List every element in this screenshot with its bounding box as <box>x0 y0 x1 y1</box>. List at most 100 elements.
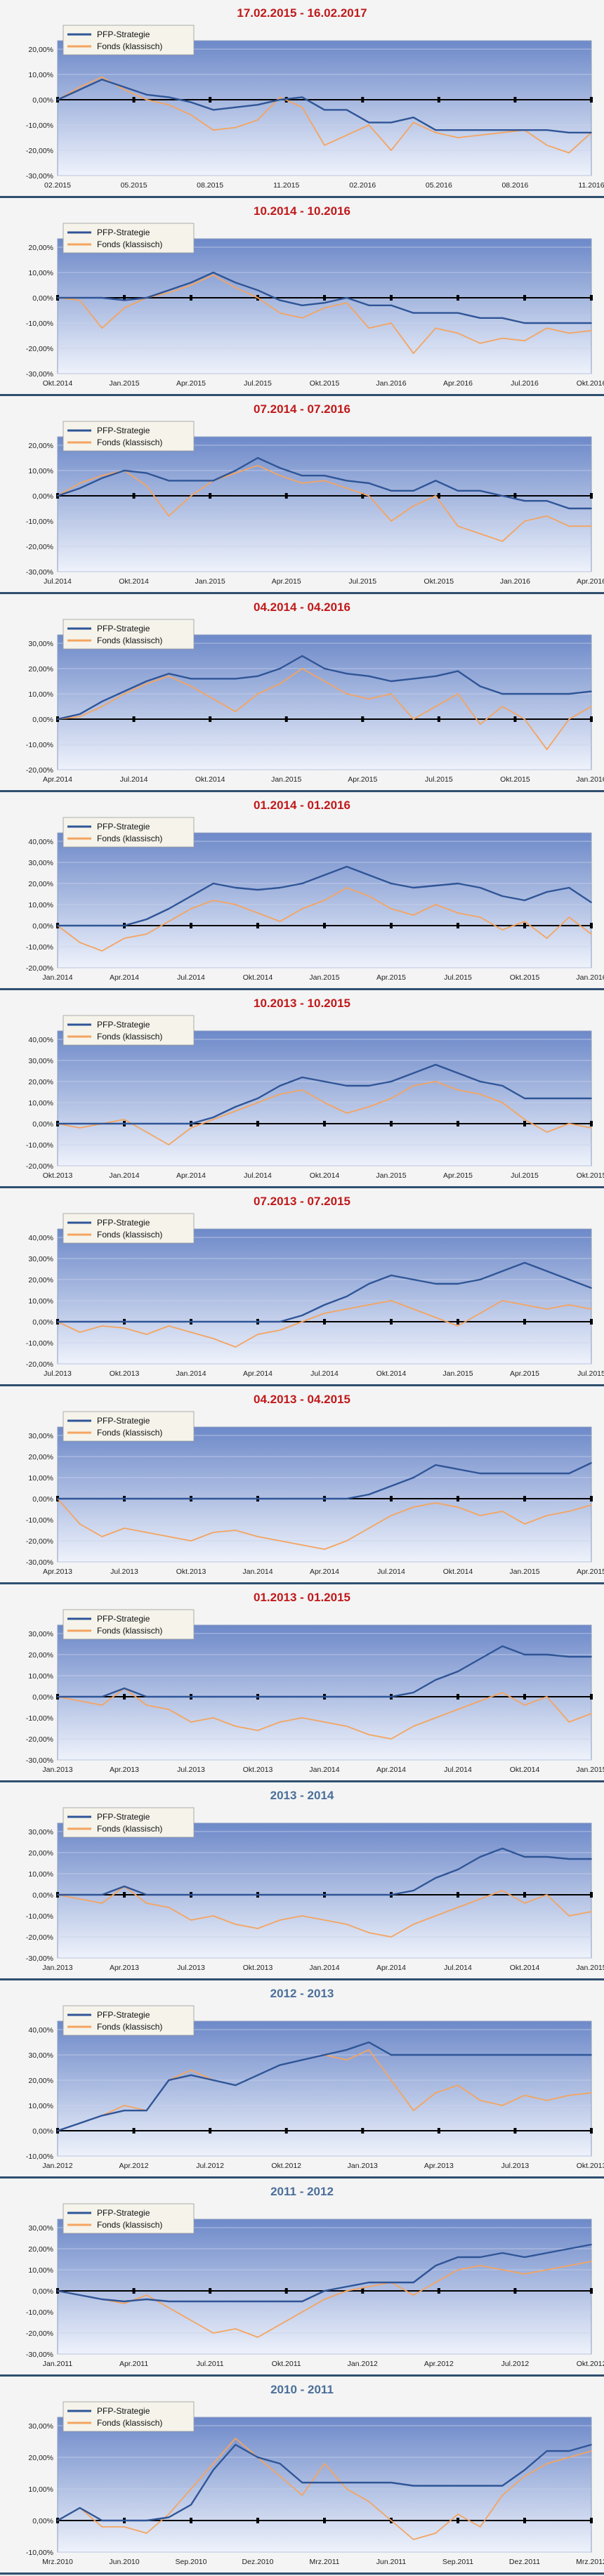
data-point <box>257 675 258 677</box>
chart-panel: 04.2013 - 04.2015 30,00% 20,00% 10,00% 0,00%… <box>0 1386 604 1584</box>
data-point <box>324 1549 325 1550</box>
data-point <box>79 1127 81 1129</box>
chart-svg: 10.2014 - 10.2016 20,00% 10,00% 0,00% -10,00… <box>26 204 604 388</box>
x-tick-label: Jan.2014 <box>242 1568 273 1576</box>
data-point <box>257 1321 258 1322</box>
data-point <box>501 1890 504 1891</box>
x-tick-label: Sep.2010 <box>176 2558 207 2566</box>
data-point <box>212 1338 214 1339</box>
x-tick-label: Apr.2013 <box>424 2162 454 2170</box>
data-point <box>368 2286 370 2287</box>
y-tick-label: 20,00% <box>28 1453 53 1461</box>
data-point <box>457 670 459 672</box>
legend-box <box>63 1609 195 1640</box>
data-point <box>524 1473 525 1474</box>
data-point <box>479 342 481 344</box>
legend-box <box>63 25 195 55</box>
x-tick-label: Jan.2015 <box>309 973 339 982</box>
data-point <box>212 1119 214 1120</box>
data-point <box>501 1848 504 1849</box>
x-tick-label: Okt.2015 <box>310 379 340 388</box>
data-point <box>435 1464 437 1466</box>
data-point <box>168 515 170 517</box>
data-point <box>257 1730 258 1731</box>
data-point <box>279 1696 281 1697</box>
x-tick-label: Okt.2014 <box>376 1369 407 1378</box>
data-point <box>235 287 237 289</box>
zero-line-marker <box>209 2288 212 2294</box>
zero-line-marker <box>390 1496 393 1501</box>
data-point <box>568 693 570 695</box>
data-point <box>479 2099 481 2101</box>
data-point <box>524 1119 525 1120</box>
zero-line-marker <box>323 2518 326 2523</box>
x-tick-label: Jan.2014 <box>309 1964 339 1972</box>
x-tick-label: Dez.2010 <box>242 2558 274 2566</box>
data-point <box>501 2495 504 2496</box>
data-point <box>145 99 147 100</box>
y-tick-label: -20,00% <box>26 2329 53 2338</box>
data-point <box>501 1692 504 1693</box>
y-tick-label: 10,00% <box>28 71 53 79</box>
x-tick-label: Jun.2011 <box>376 2558 407 2566</box>
data-point <box>524 693 525 695</box>
data-point <box>79 1123 81 1124</box>
data-point <box>124 2303 125 2304</box>
data-point <box>390 2054 392 2056</box>
data-point <box>524 129 525 131</box>
data-point <box>301 2482 303 2483</box>
y-tick-label: 40,00% <box>28 838 53 846</box>
y-tick-label: 0,00% <box>32 1495 53 1504</box>
data-point <box>457 312 459 314</box>
data-point <box>190 1696 192 1697</box>
zero-line-marker <box>590 97 593 103</box>
x-tick-label: Apr.2014 <box>310 1568 339 1576</box>
data-point <box>591 131 592 133</box>
y-tick-label: -10,00% <box>26 1714 53 1723</box>
data-point <box>435 1502 437 1504</box>
data-point <box>190 1321 192 1322</box>
chart-panel: 04.2014 - 04.2016 30,00% 20,00% 10,00% 0,00%… <box>0 594 604 792</box>
data-point <box>301 1077 303 1078</box>
data-point <box>324 475 325 477</box>
zero-line-marker <box>190 2518 192 2523</box>
legend-label-fonds: Fonds (klassisch) <box>97 1032 162 1041</box>
y-tick-label: 30,00% <box>28 1255 53 1263</box>
x-tick-label: 02.2015 <box>44 181 71 190</box>
zero-line-marker <box>390 1121 393 1126</box>
data-point <box>101 925 103 926</box>
data-point <box>412 2294 414 2296</box>
data-point <box>101 2526 103 2528</box>
data-point <box>324 1919 325 1921</box>
data-point <box>412 121 414 124</box>
y-tick-label: 20,00% <box>28 2454 53 2462</box>
data-point <box>435 2485 437 2487</box>
data-point <box>257 1928 258 1929</box>
data-point <box>57 2520 58 2521</box>
data-point <box>124 1119 125 1120</box>
x-tick-label: Dez.2011 <box>509 2558 540 2566</box>
plot-area <box>57 634 592 770</box>
x-tick-label: Mrz.2011 <box>310 2558 340 2566</box>
legend-box <box>63 1213 195 1244</box>
chart-title: 04.2013 - 04.2015 <box>254 1393 350 1406</box>
data-point <box>301 883 303 884</box>
y-tick-label: 20,00% <box>28 880 53 888</box>
y-tick-label: 30,00% <box>28 2422 53 2431</box>
y-tick-label: -10,00% <box>26 518 53 526</box>
data-point <box>257 457 258 459</box>
zero-line-marker <box>284 2128 288 2134</box>
data-point <box>168 908 170 909</box>
data-point <box>390 1300 392 1301</box>
x-tick-label: 05.2016 <box>426 181 452 190</box>
data-point <box>346 693 348 695</box>
data-point <box>301 1321 303 1322</box>
data-point <box>145 2110 147 2112</box>
legend-label-fonds: Fonds (klassisch) <box>97 239 162 249</box>
data-point <box>257 912 258 914</box>
data-point <box>301 96 303 98</box>
data-point <box>390 1485 392 1487</box>
legend-label-pfp: PFP-Strategie <box>97 228 150 237</box>
data-point <box>257 297 258 298</box>
